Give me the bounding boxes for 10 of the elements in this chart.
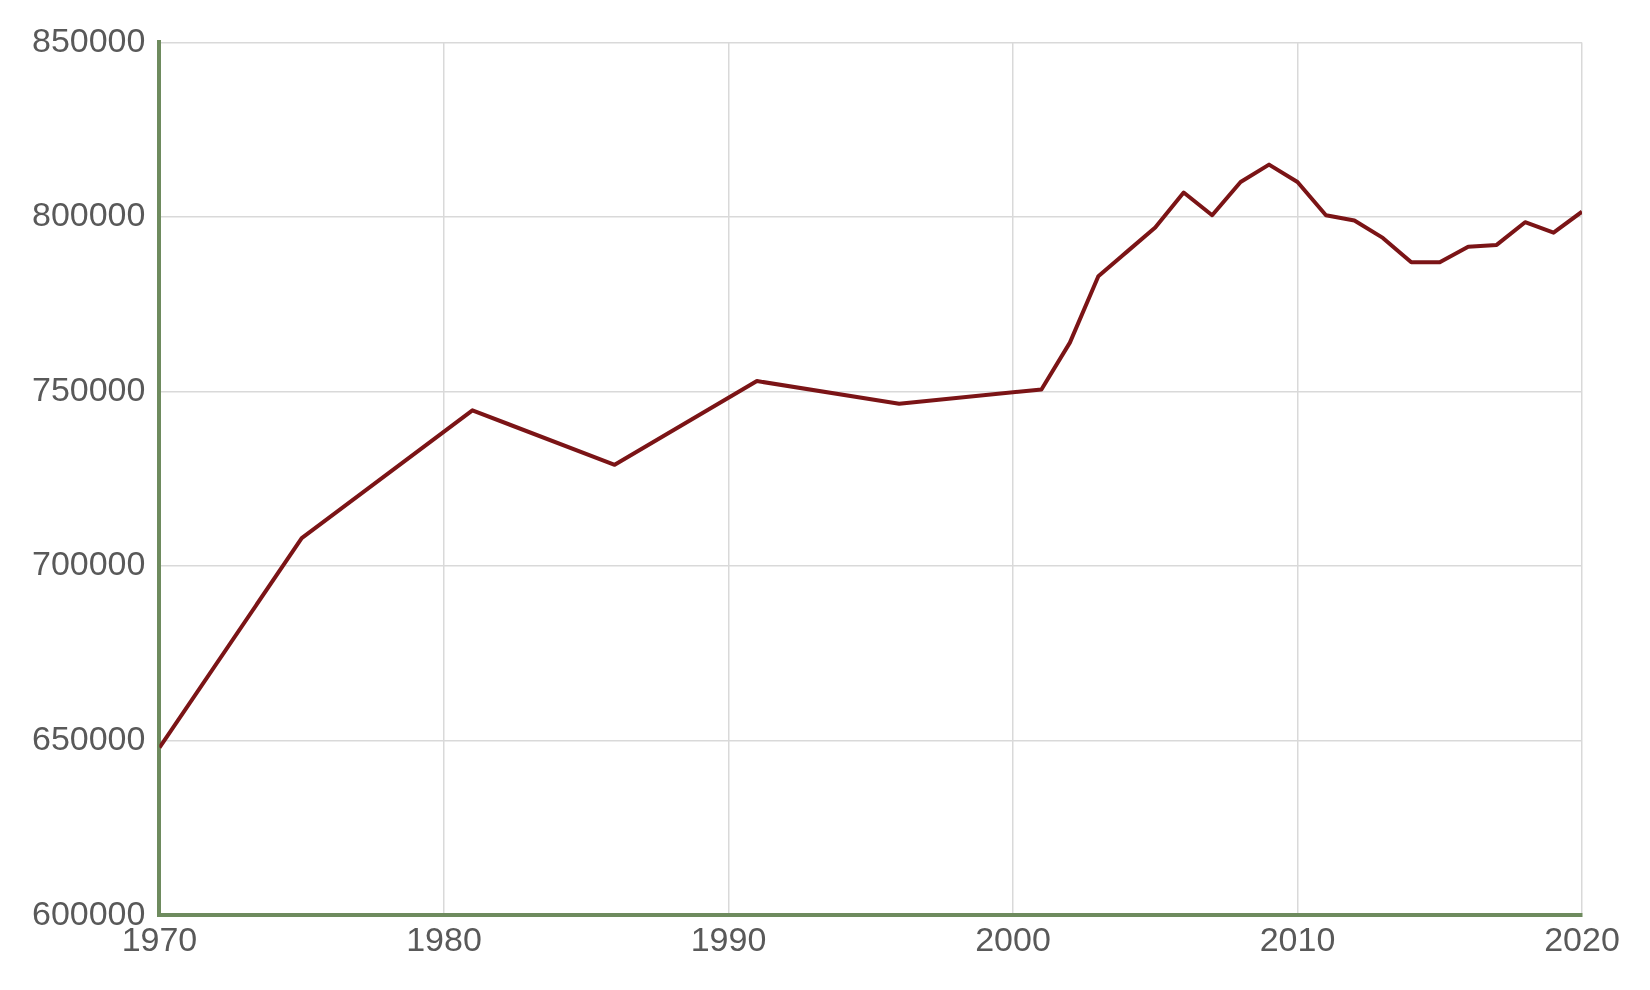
y-tick-label: 750000	[31, 369, 146, 408]
y-tick-label: 650000	[31, 719, 146, 758]
y-tick-label: 700000	[31, 544, 146, 583]
x-tick-label: 2010	[1259, 919, 1336, 958]
y-tick-label: 800000	[31, 195, 146, 234]
x-tick-label: 2000	[975, 919, 1051, 958]
x-tick-label: 2020	[1544, 919, 1620, 958]
x-tick-label: 1990	[690, 919, 767, 958]
y-tick-label: 850000	[31, 20, 146, 59]
x-tick-label: 1980	[406, 919, 482, 958]
